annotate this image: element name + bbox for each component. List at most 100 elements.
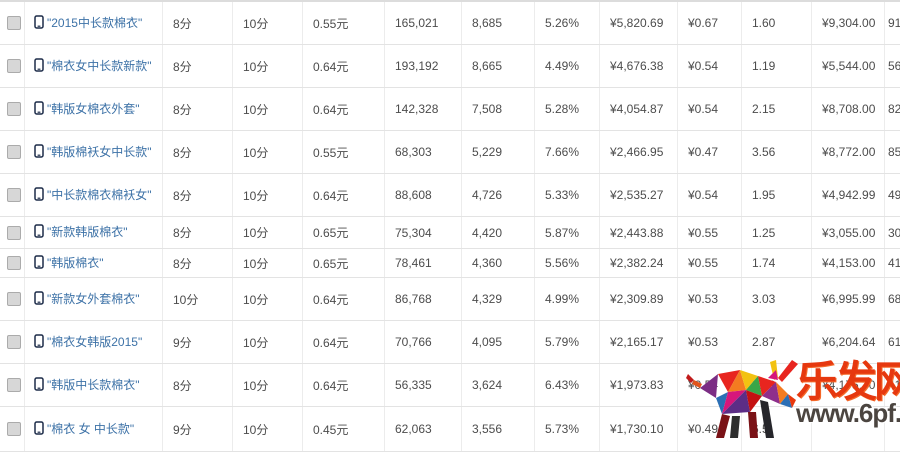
impressions-cell: 165,021 [385,2,462,44]
row-checkbox[interactable] [7,335,21,349]
score-1-cell: 8分 [163,217,233,248]
roi-cell: 1.95 [742,174,812,216]
keyword-link[interactable]: "中长款棉衣棉袄女" [47,187,152,202]
bid-cell: 0.64元 [303,88,385,130]
row-checkbox[interactable] [7,256,21,270]
clicks-cell: 4,329 [462,278,535,320]
conversions-cell: 30 [888,225,900,240]
clicks-cell: 4,360 [462,249,535,277]
keyword-cell: "2015中长款棉衣" [25,2,163,44]
bid-cell: 0.65元 [303,217,385,248]
table-row: "棉衣女中长款新款" 8分 10分 0.64元 193,192 8,665 4.… [0,45,900,88]
revenue-cell: ¥8,708.00 [812,88,885,130]
cost-cell: ¥5,820.69 [600,2,678,44]
impressions-cell: 70,766 [385,321,462,363]
keyword-link[interactable]: "韩版棉衣" [47,255,104,270]
roi-cell: 1.74 [742,249,812,277]
keyword-cell: "韩版中长款棉衣" [25,364,163,406]
table-row: "韩版棉袄女中长款" 8分 10分 0.55元 68,303 5,229 7.6… [0,131,900,174]
clicks-cell: 8,685 [462,2,535,44]
score-1-cell: 9分 [163,407,233,451]
score-1-cell: 8分 [163,88,233,130]
bid-cell: 0.65元 [303,249,385,277]
table-row: "韩版棉衣" 8分 10分 0.65元 78,461 4,360 5.56% ¥… [0,249,900,278]
avg-ppc-cell: ¥0.54 [678,364,742,406]
checkbox-cell [0,217,25,248]
keyword-link[interactable]: "新款韩版棉衣" [47,225,128,239]
row-checkbox[interactable] [7,292,21,306]
keyword-link[interactable]: "新款女外套棉衣" [47,291,140,306]
score-2-cell: 10分 [233,321,303,363]
mobile-phone-icon [34,100,44,118]
roi-cell: 1.19 [742,45,812,87]
row-checkbox[interactable] [7,102,21,116]
mobile-phone-icon [34,57,44,75]
clicks-cell: 8,665 [462,45,535,87]
cost-cell: ¥2,443.88 [600,217,678,248]
avg-ppc-cell: ¥0.55 [678,217,742,248]
row-checkbox[interactable] [7,59,21,73]
ctr-cell: 5.73% [535,407,600,451]
ctr-cell: 5.28% [535,88,600,130]
revenue-cell: ¥5,544.00 [812,45,885,87]
clicks-cell: 4,420 [462,217,535,248]
row-checkbox[interactable] [7,145,21,159]
mobile-phone-icon [34,254,44,272]
mobile-phone-icon [34,376,44,394]
row-checkbox[interactable] [7,16,21,30]
conversions-cell: 82 [888,102,900,116]
clicks-cell: 5,229 [462,131,535,173]
keyword-cell: "韩版棉衣" [25,249,163,277]
roi-cell: 1.60 [742,2,812,44]
ctr-cell: 5.26% [535,2,600,44]
revenue-cell: ¥6,204.64 [812,321,885,363]
ctr-cell: 4.99% [535,278,600,320]
keyword-link[interactable]: "韩版女棉衣外套" [47,101,140,116]
keyword-link[interactable]: "韩版棉袄女中长款" [47,144,152,159]
avg-ppc-cell: ¥0.54 [678,174,742,216]
ctr-cell: 7.66% [535,131,600,173]
ctr-cell: 5.56% [535,249,600,277]
avg-ppc-cell: ¥0.47 [678,131,742,173]
cost-cell: ¥2,165.17 [600,321,678,363]
keyword-link[interactable]: "韩版中长款棉衣" [47,377,140,392]
table-row: "中长款棉衣棉袄女" 8分 10分 0.64元 88,608 4,726 5.3… [0,174,900,217]
keyword-link[interactable]: "棉衣女中长款新款" [47,58,152,73]
cost-cell: ¥2,535.27 [600,174,678,216]
checkbox-cell [0,249,25,277]
ctr-cell: 5.79% [535,321,600,363]
cost-cell: ¥2,466.95 [600,131,678,173]
checkbox-cell [0,278,25,320]
avg-ppc-cell: ¥0.67 [678,2,742,44]
cost-cell: ¥1,973.83 [600,364,678,406]
mobile-phone-icon [34,186,44,204]
impressions-cell: 193,192 [385,45,462,87]
roi-cell: 1.25 [742,217,812,248]
ctr-cell: 4.49% [535,45,600,87]
row-checkbox[interactable] [7,188,21,202]
table-row: "韩版女棉衣外套" 8分 10分 0.64元 142,328 7,508 5.2… [0,88,900,131]
table-row: "新款女外套棉衣" 10分 10分 0.64元 86,768 4,329 4.9… [0,278,900,321]
checkbox-cell [0,174,25,216]
keyword-cell: "新款韩版棉衣" [25,217,163,248]
avg-ppc-cell: ¥0.53 [678,321,742,363]
row-checkbox[interactable] [7,422,21,436]
score-2-cell: 10分 [233,131,303,173]
keyword-link[interactable]: "棉衣女韩版2015" [47,334,143,349]
row-checkbox[interactable] [7,378,21,392]
roi-cell: 2.15 [742,88,812,130]
keyword-link[interactable]: "2015中长款棉衣" [47,15,143,30]
keyword-link[interactable]: "棉衣 女 中长款" [47,421,135,436]
bid-cell: 0.64元 [303,174,385,216]
score-2-cell: 10分 [233,249,303,277]
checkbox-cell [0,321,25,363]
roi-cell: 2.09 [742,364,812,406]
roi-cell: 3.03 [742,278,812,320]
bid-cell: 0.55元 [303,131,385,173]
keyword-cell: "棉衣 女 中长款" [25,407,163,451]
bid-cell: 0.64元 [303,278,385,320]
checkbox-cell [0,2,25,44]
row-checkbox[interactable] [7,225,21,240]
ctr-cell: 5.87% [535,217,600,248]
mobile-phone-icon [34,14,44,32]
